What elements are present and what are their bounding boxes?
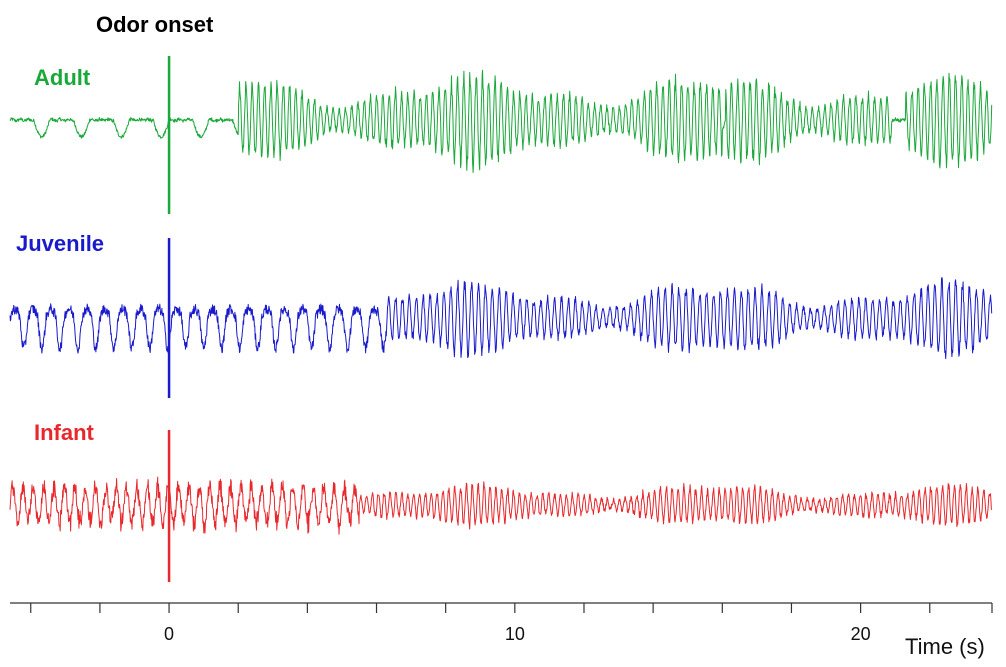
trace-infant — [9, 476, 993, 535]
trace-juvenile — [9, 277, 993, 360]
x-axis: 0 10 20 — [10, 602, 993, 644]
x-tick-label: 10 — [505, 624, 525, 644]
series-label-adult: Adult — [34, 65, 91, 90]
odor-onset-label: Odor onset — [96, 12, 214, 37]
trace-adult — [9, 69, 993, 173]
series-label-juvenile: Juvenile — [16, 231, 104, 256]
x-axis-label: Time (s) — [905, 634, 985, 659]
x-tick-label: 0 — [164, 624, 174, 644]
series-label-infant: Infant — [34, 420, 95, 445]
traces-group — [9, 56, 993, 582]
x-tick-label: 20 — [851, 624, 871, 644]
